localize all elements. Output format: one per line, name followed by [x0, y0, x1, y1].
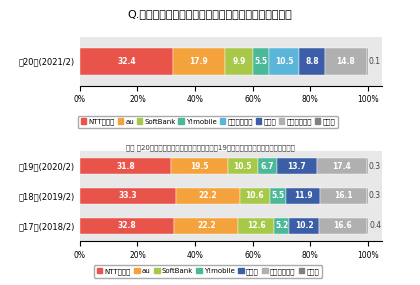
Text: 33.3: 33.3	[118, 192, 137, 200]
Text: 10.5: 10.5	[275, 57, 294, 66]
Bar	[289, 218, 319, 234]
Text: 6.7: 6.7	[261, 162, 274, 170]
Text: 10.6: 10.6	[246, 192, 264, 200]
Bar	[80, 218, 174, 234]
Bar	[367, 158, 368, 174]
Bar	[80, 48, 173, 75]
Text: 22.2: 22.2	[198, 192, 217, 200]
Text: 12.6: 12.6	[247, 221, 266, 230]
Bar	[319, 218, 367, 234]
Bar	[270, 188, 286, 204]
Text: 16.6: 16.6	[333, 221, 352, 230]
Text: 14.8: 14.8	[336, 57, 355, 66]
Text: 0.4: 0.4	[369, 221, 381, 230]
Bar	[228, 158, 258, 174]
Text: 32.8: 32.8	[118, 221, 136, 230]
Bar	[269, 48, 299, 75]
Text: Q.今後利用したいと思う携帯電話会社はどこですか？: Q.今後利用したいと思う携帯電話会社はどこですか？	[128, 9, 292, 19]
Bar	[320, 188, 367, 204]
Text: 0.3: 0.3	[369, 192, 381, 200]
Bar	[253, 48, 269, 75]
Text: 5.5: 5.5	[271, 192, 285, 200]
Bar	[171, 158, 228, 174]
Bar	[286, 188, 320, 204]
Text: 13.7: 13.7	[287, 162, 306, 170]
Text: 0.3: 0.3	[369, 162, 381, 170]
Text: 8.8: 8.8	[305, 57, 319, 66]
Legend: NTTドコモ, au, SoftBank, Y!mobile, その他, いずれもない, 無回答: NTTドコモ, au, SoftBank, Y!mobile, その他, いずれ…	[94, 265, 322, 278]
Bar	[258, 158, 277, 174]
Text: 10.2: 10.2	[295, 221, 313, 230]
Bar	[174, 218, 238, 234]
Text: 19.5: 19.5	[190, 162, 209, 170]
Bar	[277, 158, 317, 174]
Text: 5.5: 5.5	[255, 57, 268, 66]
Bar	[238, 218, 275, 234]
Text: 32.4: 32.4	[117, 57, 136, 66]
Bar	[225, 48, 253, 75]
Bar	[317, 158, 367, 174]
Bar	[367, 188, 368, 204]
Text: 17.9: 17.9	[189, 57, 208, 66]
Bar	[275, 218, 289, 234]
Bar	[240, 188, 270, 204]
Text: 22.2: 22.2	[197, 221, 215, 230]
Bar	[80, 158, 171, 174]
Text: 11.9: 11.9	[294, 192, 312, 200]
Bar	[299, 48, 325, 75]
Bar	[367, 218, 368, 234]
Bar	[325, 48, 367, 75]
Bar	[176, 188, 240, 204]
Bar	[80, 188, 176, 204]
Text: 9.9: 9.9	[232, 57, 246, 66]
Text: 5.2: 5.2	[276, 221, 289, 230]
Text: 17.4: 17.4	[332, 162, 351, 170]
Bar	[173, 48, 225, 75]
Text: 10.5: 10.5	[234, 162, 252, 170]
Text: 0.1: 0.1	[369, 57, 381, 66]
Text: 31.8: 31.8	[116, 162, 135, 170]
Legend: NTTドコモ, au, SoftBank, Y!mobile, 楽天モバイル, その他, いずれもない, 無回答: NTTドコモ, au, SoftBank, Y!mobile, 楽天モバイル, …	[78, 116, 338, 128]
Text: 16.1: 16.1	[334, 192, 353, 200]
Text: 注） 第20回から「楽天モバイル」を追加。第19回以前は参考値として下記に掲載。: 注） 第20回から「楽天モバイル」を追加。第19回以前は参考値として下記に掲載。	[126, 144, 294, 150]
